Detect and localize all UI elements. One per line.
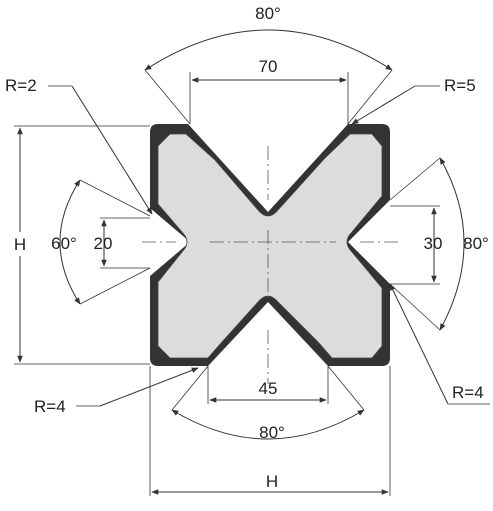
radius-top-left-label: R=2 (5, 76, 37, 95)
center-lines (142, 146, 400, 384)
left-width-label: 20 (94, 234, 113, 253)
die-body (150, 124, 390, 366)
radius-bottom-left-label: R=4 (34, 397, 66, 416)
bottom-width-dimension: H (149, 366, 391, 496)
radius-top-right-label: R=5 (444, 76, 476, 95)
left-angle-label: 60° (51, 234, 77, 253)
die-inner-core (157, 133, 383, 359)
radius-bottom-right-label: R=4 (452, 383, 484, 402)
top-radius-callouts: R=2 R=5 (5, 76, 476, 215)
bottom-radius-callouts: R=4 R=4 (34, 283, 490, 416)
width-bottom-label: H (266, 472, 278, 491)
height-left-label: H (14, 235, 26, 254)
right-vee-dimensions: 30 80° (389, 157, 489, 331)
top-angle-label: 80° (255, 4, 281, 23)
top-dimensions: 80° 70 (144, 4, 393, 125)
left-height-dimension: H (14, 125, 150, 365)
right-width-label: 30 (424, 234, 443, 253)
bottom-angle-label: 80° (259, 423, 285, 442)
right-angle-label: 80° (463, 234, 489, 253)
bottom-width-label: 45 (259, 379, 278, 398)
top-width-label: 70 (259, 57, 278, 76)
bottom-vee-dimensions: 45 80° (171, 365, 365, 442)
left-vee-dimensions: 60° 20 (51, 179, 151, 305)
